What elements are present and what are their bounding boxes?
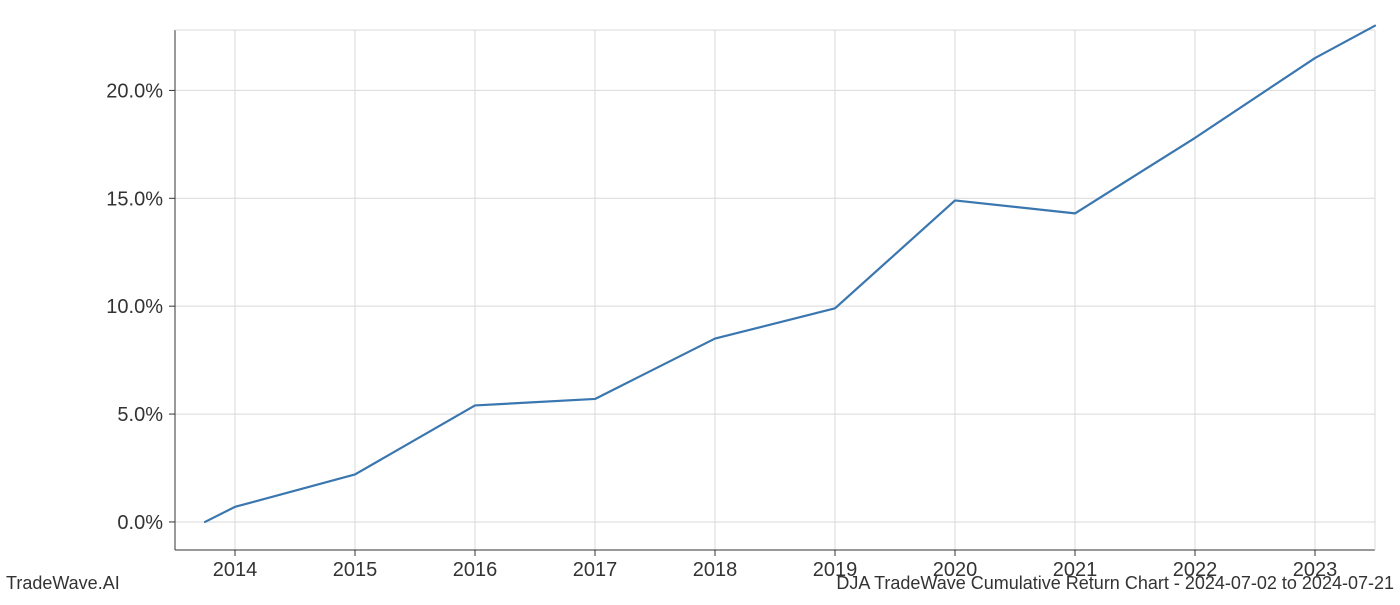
x-tick-label: 2014 [213, 559, 258, 581]
y-tick-label: 10.0% [106, 296, 163, 318]
x-tick-label: 2015 [333, 559, 378, 581]
y-tick-label: 5.0% [117, 404, 163, 426]
footer-brand: TradeWave.AI [6, 573, 120, 594]
cumulative-return-chart: 2014201520162017201820192020202120222023… [0, 0, 1400, 600]
y-tick-label: 0.0% [117, 512, 163, 534]
chart-svg: 2014201520162017201820192020202120222023… [0, 0, 1400, 600]
x-tick-label: 2017 [573, 559, 618, 581]
y-tick-label: 20.0% [106, 80, 163, 102]
return-line [205, 26, 1375, 522]
x-tick-label: 2016 [453, 559, 498, 581]
footer-caption: DJA TradeWave Cumulative Return Chart - … [836, 573, 1394, 594]
y-tick-label: 15.0% [106, 188, 163, 210]
x-tick-label: 2018 [693, 559, 738, 581]
